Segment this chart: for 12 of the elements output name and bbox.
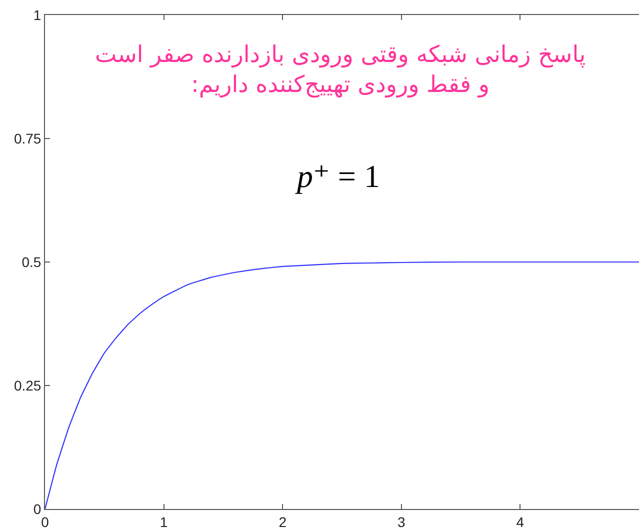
y-tick-label: 0 bbox=[33, 500, 42, 517]
x-tick-label: 3 bbox=[398, 514, 406, 530]
line-series bbox=[45, 261, 639, 509]
x-tick-label: 2 bbox=[278, 514, 287, 530]
x-tick-label: 1 bbox=[160, 514, 168, 530]
y-tick-label: 1 bbox=[33, 6, 42, 23]
y-tick-label: 0.25 bbox=[14, 377, 42, 394]
annotation: پاسخ زمانی شبکه وقتی ورودی بازدارنده صفر است و فقط ورودی تهییج‌کننده داریم: bbox=[95, 42, 586, 98]
y-tick-label: 0.5 bbox=[22, 254, 42, 270]
y-tick-label: 0.75 bbox=[14, 130, 42, 146]
annotation: p⁺ = 1 bbox=[295, 158, 380, 194]
x-tick-label: 4 bbox=[516, 514, 524, 530]
